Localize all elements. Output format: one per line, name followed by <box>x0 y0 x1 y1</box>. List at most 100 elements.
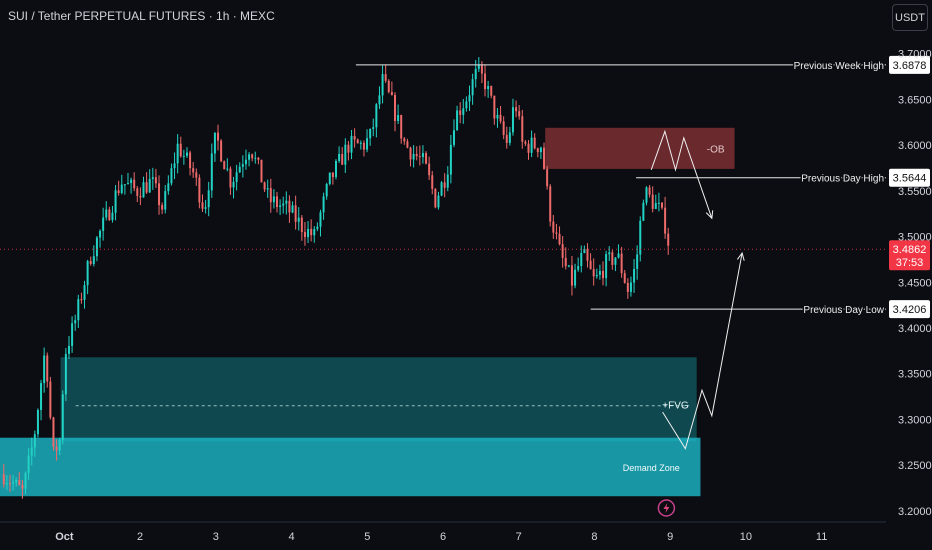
candle <box>226 158 229 172</box>
currency-button[interactable]: USDT <box>892 4 928 31</box>
candle-body <box>428 163 431 176</box>
candle-body <box>496 114 499 119</box>
candle-body <box>536 148 539 153</box>
candle <box>86 259 89 295</box>
candle <box>623 269 626 284</box>
candle <box>341 147 344 165</box>
candle-body <box>639 220 642 255</box>
candle <box>12 474 15 491</box>
candle <box>58 437 61 455</box>
candle <box>207 181 210 217</box>
time-tick-label: 5 <box>364 531 370 543</box>
candle-body <box>61 394 64 440</box>
candle <box>288 195 291 223</box>
candle-body <box>260 159 263 183</box>
candle <box>446 166 449 192</box>
candle-body <box>629 282 632 292</box>
price-axis[interactable]: 3.7000 3.6500 3.6000 3.5500 3.5000 3.4500 3.40… <box>898 49 932 518</box>
candle <box>154 168 157 188</box>
candle <box>136 185 139 203</box>
candle <box>74 314 77 331</box>
candle-body <box>533 137 536 149</box>
candle-body <box>167 183 170 192</box>
candle <box>515 100 518 118</box>
candle <box>114 185 117 221</box>
candle-body <box>521 116 524 142</box>
candle <box>425 151 428 165</box>
candle <box>418 145 421 166</box>
candle <box>595 268 598 279</box>
candle <box>456 105 459 131</box>
candle <box>443 173 446 198</box>
candle <box>518 104 521 120</box>
candle-body <box>443 182 446 188</box>
candle-body <box>555 232 558 234</box>
candle-body <box>434 188 437 208</box>
candle <box>633 259 636 293</box>
candle <box>400 114 403 144</box>
projection-path[interactable] <box>662 251 745 450</box>
level-previous-week-high[interactable]: Previous Week High 3.6878 <box>355 55 930 74</box>
candle <box>654 194 657 210</box>
candle <box>27 447 30 480</box>
candle <box>353 128 356 148</box>
candle <box>279 199 282 215</box>
candle <box>558 226 561 246</box>
candle <box>620 246 623 278</box>
level-price-tag <box>889 55 930 74</box>
candle-body <box>449 144 452 175</box>
candle-body <box>173 163 176 169</box>
candle-body <box>232 181 235 188</box>
time-axis[interactable]: Oct 2 3 4 5 6 7 8 9 10 11 <box>0 521 932 550</box>
level-previous-day-high[interactable]: Previous Day High 3.5644 <box>636 168 930 187</box>
candle <box>661 201 664 210</box>
zone-ob[interactable] <box>545 127 735 169</box>
candle-body <box>52 417 55 447</box>
level-previous-day-low[interactable]: Previous Day Low 3.4206 <box>590 300 930 319</box>
candle <box>397 104 400 125</box>
candle-body <box>608 252 611 255</box>
candle <box>117 180 120 196</box>
candle <box>282 196 285 214</box>
candle-body <box>244 159 247 165</box>
candle <box>325 182 328 200</box>
candle <box>384 64 387 83</box>
candle <box>248 152 251 167</box>
projections-layer <box>650 129 745 450</box>
candle-body <box>409 147 412 160</box>
candle-body <box>179 143 182 157</box>
candle <box>170 163 173 186</box>
zone-demandzone[interactable] <box>0 437 701 497</box>
candle-body <box>642 202 645 221</box>
candle-body <box>406 141 409 148</box>
candle <box>185 147 188 158</box>
candle-body <box>55 446 58 451</box>
candle-body <box>446 174 449 188</box>
time-tick-label: 2 <box>137 531 143 543</box>
candle-body <box>328 172 331 184</box>
candle <box>257 156 260 165</box>
candle <box>390 81 393 96</box>
candle-body <box>480 64 483 74</box>
flash-icon[interactable] <box>657 499 676 517</box>
candle <box>431 170 434 195</box>
projection-path[interactable] <box>650 129 714 220</box>
candle <box>524 139 527 147</box>
zone-fvg[interactable] <box>60 357 697 442</box>
symbol-title[interactable]: SUI / Tether PERPETUAL FUTURES · 1h · ME… <box>8 9 275 23</box>
candle <box>220 139 223 163</box>
price-tick-label: 3.3000 <box>898 414 932 426</box>
candle <box>552 214 555 239</box>
candle-body <box>291 205 294 213</box>
candle-body <box>592 269 595 277</box>
candle <box>543 142 546 170</box>
candle-body <box>151 177 154 179</box>
candle <box>614 257 617 272</box>
candle-body <box>276 196 279 208</box>
candle-body <box>549 186 552 222</box>
candle <box>260 159 263 183</box>
candle <box>303 221 306 246</box>
zones-layer: -OB +FVG Demand Zone <box>0 127 735 497</box>
